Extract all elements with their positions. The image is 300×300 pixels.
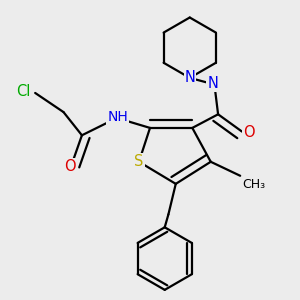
Text: Cl: Cl (16, 84, 31, 99)
Text: N: N (208, 75, 219, 90)
Text: N: N (207, 76, 218, 91)
Text: O: O (243, 125, 254, 140)
Text: N: N (185, 70, 196, 85)
Text: S: S (134, 154, 144, 169)
Text: O: O (64, 159, 76, 174)
Text: NH: NH (107, 110, 128, 124)
Text: CH₃: CH₃ (242, 178, 265, 190)
